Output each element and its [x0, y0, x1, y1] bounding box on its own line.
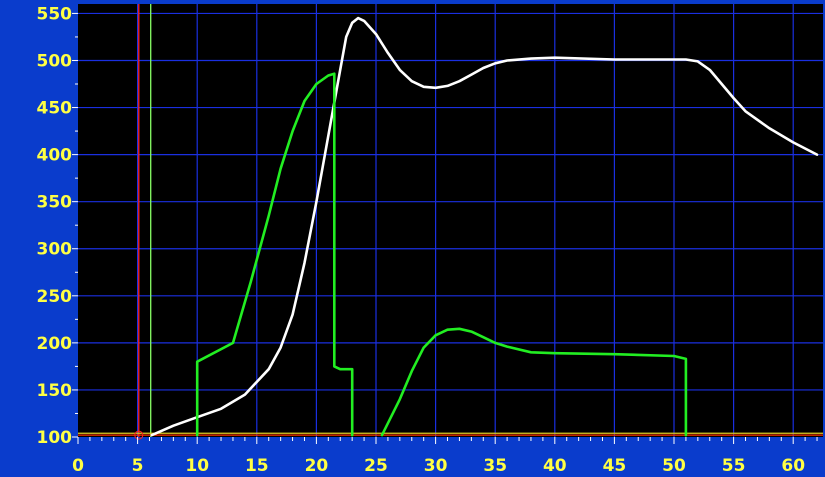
- x-tick-label: 40: [543, 456, 567, 476]
- x-tick-label: 30: [424, 456, 448, 476]
- y-tick-label: 300: [37, 240, 73, 260]
- x-tick-label: 15: [245, 456, 269, 476]
- y-tick-label: 200: [37, 334, 73, 354]
- y-tick-label: 400: [37, 146, 73, 166]
- cursor-marker: [134, 430, 144, 440]
- x-tick-label: 55: [722, 456, 746, 476]
- series-line-0-0: [150, 16, 819, 437]
- series-line-1-1: [380, 327, 688, 437]
- x-tick-label: 5: [132, 456, 144, 476]
- x-tick-label: 45: [603, 456, 627, 476]
- x-tick-label: 35: [483, 456, 507, 476]
- x-tick-label: 10: [185, 456, 209, 476]
- plot-area: [78, 4, 823, 437]
- y-tick-label: 550: [37, 4, 73, 24]
- x-tick-label: 25: [364, 456, 388, 476]
- y-tick-label: 450: [37, 99, 73, 119]
- grid: [78, 4, 823, 437]
- x-tick-label: 0: [72, 456, 84, 476]
- series-group: [150, 16, 819, 437]
- x-tick-label: 20: [305, 456, 329, 476]
- y-tick-label: 100: [37, 428, 73, 448]
- y-tick-label: 350: [37, 193, 73, 213]
- axes: 0 5 10 15 20 25 30 35 40 45 50 55 60 100 150 200 250 300 3…: [37, 4, 818, 476]
- x-tick-label: 60: [781, 456, 805, 476]
- series-line-1-0: [195, 72, 354, 437]
- y-tick-label: 150: [37, 381, 73, 401]
- x-tick-label: 50: [662, 456, 686, 476]
- y-tick-label: 250: [37, 287, 73, 307]
- y-tick-label: 500: [37, 51, 73, 71]
- reference-lines: [78, 4, 823, 440]
